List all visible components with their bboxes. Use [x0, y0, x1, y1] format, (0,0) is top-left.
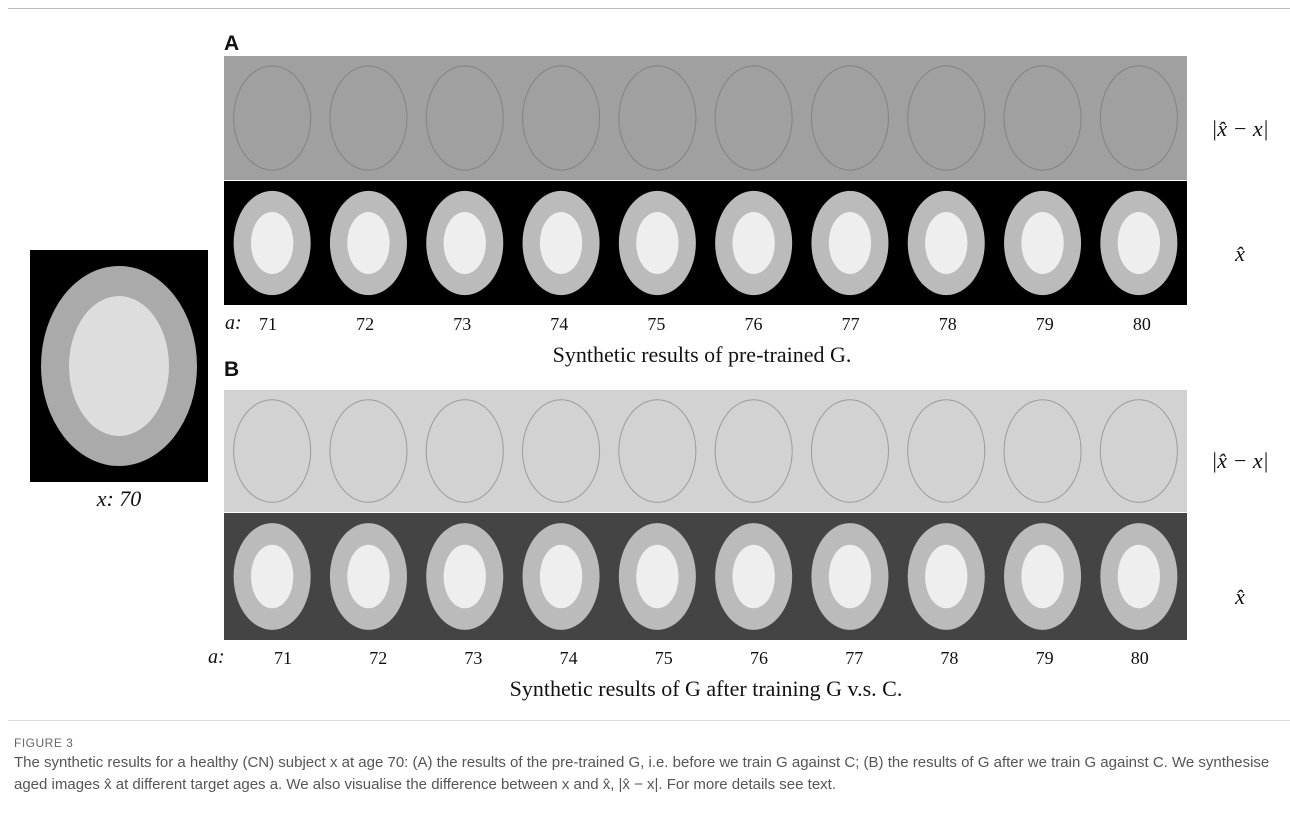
- age-label: 77: [834, 648, 874, 669]
- image-row: [224, 390, 1187, 512]
- age-label: 74: [539, 314, 579, 335]
- row-label: |x̂ − x|: [1200, 116, 1280, 142]
- age-label: 78: [929, 648, 969, 669]
- age-prefix: a:: [225, 312, 242, 335]
- brain-core: [732, 212, 774, 274]
- age-label: 77: [831, 314, 871, 335]
- panel-label: B: [224, 358, 239, 382]
- brain-core: [1118, 545, 1160, 609]
- brain-core: [1118, 212, 1160, 274]
- panel-caption: Synthetic results of pre-trained G.: [302, 342, 1102, 368]
- brain-core: [1021, 212, 1063, 274]
- brain-core: [444, 212, 486, 274]
- brain-core: [925, 545, 967, 609]
- brain-core: [540, 545, 582, 609]
- brain-core: [347, 212, 389, 274]
- age-label: 73: [442, 314, 482, 335]
- caption-rule: [8, 720, 1290, 721]
- brain-core: [444, 545, 486, 609]
- age-label: 72: [358, 648, 398, 669]
- age-label: 79: [1025, 648, 1065, 669]
- age-label: 75: [644, 648, 684, 669]
- age-label: 78: [928, 314, 968, 335]
- panel-label: A: [224, 32, 239, 56]
- age-label: 74: [549, 648, 589, 669]
- brain-core: [540, 212, 582, 274]
- brain-core: [636, 212, 678, 274]
- age-label: 76: [734, 314, 774, 335]
- row-label: x̂: [1200, 241, 1280, 267]
- brain-core: [636, 545, 678, 609]
- brain-core: [1021, 545, 1063, 609]
- age-label: 75: [636, 314, 676, 335]
- brain-core: [829, 212, 871, 274]
- input-label: x: 70: [60, 486, 178, 512]
- input-brain-inner: [69, 296, 169, 436]
- figure-label: FIGURE 3: [14, 736, 73, 750]
- panel-caption: Synthetic results of G after training G …: [306, 676, 1106, 702]
- age-label: 71: [263, 648, 303, 669]
- brain-core: [829, 545, 871, 609]
- age-label: 79: [1025, 314, 1065, 335]
- brain-core: [925, 212, 967, 274]
- age-prefix: a:: [208, 646, 225, 669]
- figure-caption: The synthetic results for a healthy (CN)…: [14, 752, 1280, 796]
- age-label: 80: [1120, 648, 1160, 669]
- age-label: 71: [248, 314, 288, 335]
- brain-core: [732, 545, 774, 609]
- page: x: 70 A |x̂ − x| x̂ a: 71 72 73 74 75 76 77 78 79 80 S…: [0, 0, 1290, 834]
- row-label: x̂: [1200, 584, 1280, 610]
- age-label: 73: [453, 648, 493, 669]
- image-row: [224, 56, 1187, 180]
- row-label: |x̂ − x|: [1200, 448, 1280, 474]
- brain-core: [251, 545, 293, 609]
- brain-core: [347, 545, 389, 609]
- age-label: 80: [1122, 314, 1162, 335]
- age-label: 72: [345, 314, 385, 335]
- age-label: 76: [739, 648, 779, 669]
- brain-core: [251, 212, 293, 274]
